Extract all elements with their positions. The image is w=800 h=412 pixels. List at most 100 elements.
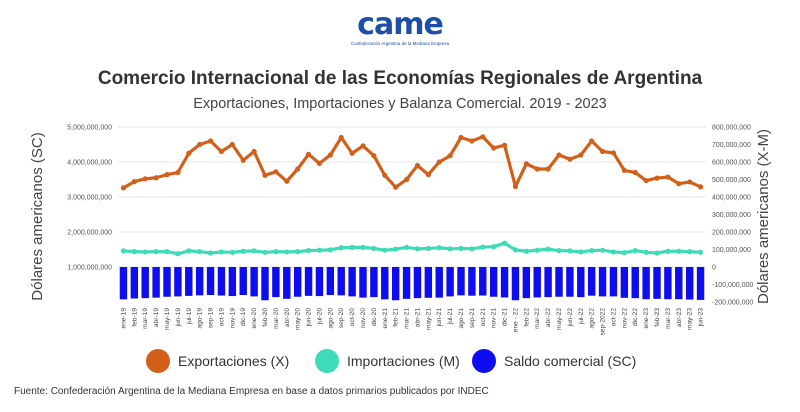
- exports-point: [621, 167, 627, 173]
- right-tick-label: 0: [712, 265, 716, 272]
- imports-point: [567, 248, 573, 254]
- balance-bar: [130, 267, 139, 299]
- imports-point: [229, 249, 235, 255]
- balance-bar: [391, 267, 400, 301]
- x-tick-label: ene-20: [251, 308, 258, 329]
- balance-bar: [642, 267, 650, 300]
- legend-label-1: Exportaciones (X): [178, 353, 289, 369]
- imports-point: [284, 249, 290, 255]
- imports-point: [687, 249, 693, 255]
- balance-bar: [653, 267, 661, 299]
- x-tick-label: dic-19: [240, 308, 247, 326]
- imports-point: [305, 247, 312, 254]
- balance-bar: [206, 267, 215, 295]
- x-tick-label: ago-19: [197, 308, 204, 329]
- x-tick-label: nov-22: [621, 308, 628, 328]
- x-tick-label: dic-22: [632, 308, 639, 326]
- x-tick-label: jun-21: [436, 308, 443, 328]
- balance-bar: [348, 267, 356, 297]
- right-tick-label: 400,000,000: [712, 195, 751, 202]
- imports-point: [425, 245, 431, 252]
- x-tick-label: sep-20: [338, 308, 345, 328]
- exports-point: [697, 184, 704, 190]
- exports-point: [556, 152, 562, 158]
- x-tick-label: oct-20: [349, 308, 356, 327]
- exports-point: [240, 157, 246, 163]
- balance-bar: [239, 267, 247, 295]
- imports-point: [697, 249, 704, 255]
- x-tick-label: jul-21: [447, 308, 454, 325]
- exports-point: [654, 175, 660, 181]
- imports-point: [491, 244, 497, 250]
- left-tick-label: 5,000,000,000: [67, 125, 112, 132]
- balance-bar: [304, 267, 313, 296]
- exports-point: [491, 145, 497, 151]
- imports-point: [523, 248, 529, 254]
- exports-point: [567, 156, 573, 162]
- balance-bar: [370, 267, 378, 298]
- exports-point: [164, 172, 170, 178]
- exports-point: [120, 185, 127, 191]
- balance-bar: [283, 267, 291, 299]
- balance-bar: [435, 267, 443, 298]
- imports-point: [207, 250, 214, 256]
- imports-point: [578, 249, 584, 255]
- exports-point: [393, 184, 399, 190]
- exports-point: [523, 161, 529, 167]
- imports-point: [186, 248, 192, 254]
- imports-point: [338, 245, 344, 251]
- exports-point: [338, 134, 344, 141]
- imports-point: [164, 249, 170, 255]
- balance-bar: [152, 267, 160, 298]
- exports-point: [251, 148, 257, 155]
- imports-point: [360, 244, 366, 250]
- x-tick-label: oct-19: [218, 308, 225, 327]
- balance-bar: [424, 267, 433, 298]
- exports-point: [295, 166, 301, 172]
- x-tick-label: nov-19: [229, 308, 236, 328]
- balance-bar: [544, 267, 552, 298]
- source-note: Fuente: Confederación Argentina de la Me…: [14, 386, 489, 397]
- chart-subtitle: Exportaciones, Importaciones y Balanza C…: [193, 96, 607, 112]
- imports-point: [534, 247, 540, 253]
- exports-point: [589, 138, 595, 144]
- balance-bar: [359, 267, 367, 298]
- imports-point: [153, 249, 159, 255]
- exports-point: [469, 138, 475, 144]
- left-axis-title: Dólares americanos (SC): [29, 132, 46, 300]
- exports-point: [371, 153, 377, 159]
- balance-bar: [675, 267, 683, 300]
- imports-point: [218, 249, 225, 255]
- imports-point: [295, 249, 301, 255]
- balance-bar: [511, 267, 520, 301]
- x-tick-label: oct-22: [610, 308, 617, 327]
- x-tick-label: dic-20: [371, 308, 378, 326]
- x-tick-label: ene-21: [382, 308, 389, 329]
- imports-point: [131, 249, 137, 255]
- left-tick-label: 3,000,000,000: [67, 195, 112, 202]
- balance-bar: [631, 267, 639, 299]
- legend-label-3: Saldo comercial (SC): [504, 353, 636, 369]
- exports-point: [207, 138, 214, 144]
- balance-bar: [261, 267, 269, 301]
- imports-point: [599, 247, 606, 253]
- x-tick-label: jul-19: [186, 308, 193, 325]
- x-tick-label: sep-21: [469, 308, 476, 328]
- came-logo: came Confederación Argentina de la Media…: [0, 10, 800, 47]
- x-tick-label: may-20: [295, 308, 302, 330]
- x-tick-label: mar-21: [404, 308, 411, 329]
- imports-point: [197, 249, 203, 255]
- balance-bar: [468, 267, 476, 296]
- balance-bar: [577, 267, 585, 298]
- balance-bar: [533, 267, 541, 298]
- x-tick-label: mar-22: [534, 308, 541, 329]
- exports-point: [262, 172, 268, 178]
- left-tick-label: 1,000,000,000: [67, 265, 112, 272]
- x-tick-label: jun-23: [698, 308, 705, 328]
- exports-point: [425, 172, 431, 178]
- imports-point: [393, 246, 399, 252]
- exports-point: [599, 148, 606, 155]
- x-tick-label: feb-20: [262, 308, 269, 327]
- imports-point: [654, 250, 660, 256]
- balance-bar: [228, 267, 237, 297]
